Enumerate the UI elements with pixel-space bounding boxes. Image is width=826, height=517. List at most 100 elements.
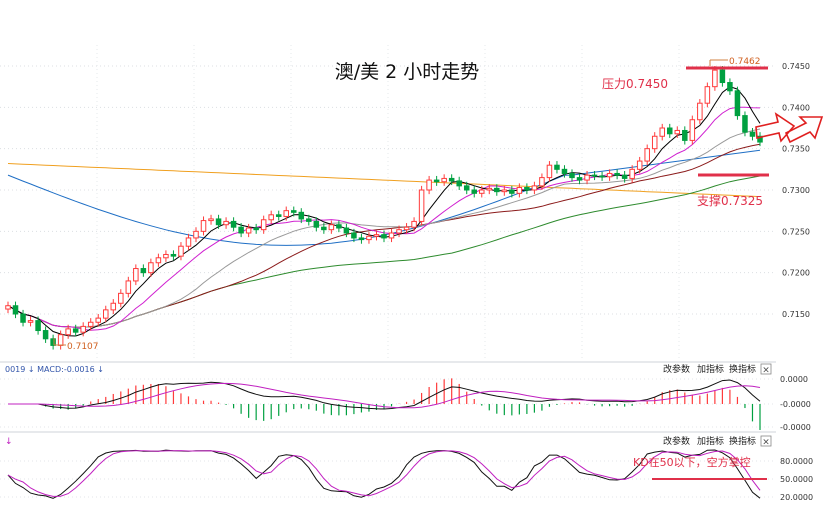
macd-close-glyph: × — [762, 366, 770, 376]
kd-close-glyph: × — [762, 438, 770, 448]
candle — [328, 220, 335, 234]
candle — [306, 214, 312, 226]
candle — [539, 173, 545, 190]
candle — [524, 183, 530, 195]
candle — [208, 214, 214, 225]
kd-change-params-button[interactable]: 改参数 — [663, 435, 690, 447]
candle — [238, 223, 244, 238]
candle — [614, 169, 620, 180]
candle — [20, 309, 26, 327]
candle — [72, 324, 79, 337]
candle — [418, 185, 425, 226]
resistance-label: 压力0.7450 — [602, 77, 668, 91]
kd-tick-50: 50.0000 — [780, 475, 813, 484]
candle — [125, 276, 132, 298]
candle — [80, 322, 86, 337]
candle — [486, 184, 493, 195]
candle — [351, 228, 357, 243]
low-marker-label: 0.7107 — [67, 342, 99, 352]
candle — [479, 185, 485, 198]
macd-tick-0: 0.0000 — [780, 375, 808, 384]
candle — [621, 170, 628, 183]
low-marker: 0.7107 — [53, 338, 99, 352]
candle — [373, 230, 380, 241]
candle — [749, 128, 756, 141]
candle — [554, 161, 560, 174]
ma-250-line — [7, 163, 761, 198]
kd-close-icon[interactable] — [760, 435, 772, 447]
candle — [501, 185, 508, 196]
candle — [494, 184, 500, 196]
candle — [87, 318, 94, 331]
main-price-axis: 0.7450 0.7400 0.7350 0.7300 0.7250 0.7200 0.71… — [782, 62, 810, 319]
candle — [712, 66, 718, 91]
macd-dea-line — [8, 382, 761, 409]
candle — [441, 174, 447, 186]
candle — [163, 250, 169, 262]
candle — [215, 214, 222, 229]
candle — [230, 217, 237, 232]
main-grid — [0, 45, 776, 360]
candle — [456, 176, 462, 190]
candle — [42, 326, 49, 343]
macd-tick-1: -0.0000 — [780, 400, 811, 409]
macd-close-icon[interactable] — [760, 363, 772, 375]
kd-d-line — [7, 450, 761, 497]
macd-toolbar: 改参数 加指标 换指标 × — [663, 363, 772, 376]
price-tick-label: 0.7300 — [782, 186, 810, 195]
candle — [223, 217, 229, 229]
candle — [584, 170, 590, 185]
candle — [12, 301, 19, 319]
candle — [471, 185, 477, 198]
candle — [704, 82, 711, 108]
candle — [644, 144, 650, 166]
candle — [118, 289, 124, 308]
price-tick-label: 0.7250 — [782, 227, 810, 236]
candle — [674, 126, 681, 138]
price-tick-label: 0.7450 — [782, 62, 810, 71]
candle — [140, 264, 147, 277]
candle — [313, 217, 320, 232]
candle — [742, 111, 748, 137]
candle — [268, 210, 274, 224]
candle — [569, 169, 575, 182]
candle — [651, 132, 658, 153]
candle — [110, 299, 117, 314]
high-marker: 0.7462 — [709, 57, 761, 67]
candle — [260, 215, 267, 234]
macd-add-indicator-button[interactable]: 加指标 — [697, 363, 724, 375]
macd-change-params-button[interactable]: 改参数 — [663, 363, 690, 375]
candle — [727, 78, 733, 95]
kd-tick-80: 80.0000 — [780, 457, 813, 466]
candle — [193, 227, 199, 243]
macd-grid — [0, 378, 776, 428]
macd-header: 0019 ↓ MACD:-0.0016 ↓ — [5, 365, 104, 374]
candle — [448, 174, 455, 186]
ma-20-line — [7, 128, 761, 328]
candle — [396, 225, 402, 238]
candle — [133, 264, 139, 286]
kd-grid — [0, 460, 776, 498]
candle — [697, 99, 703, 124]
candle — [275, 210, 282, 221]
macd-switch-indicator-button[interactable]: 换指标 — [729, 363, 756, 375]
trend-arrow-icon — [755, 112, 824, 144]
price-tick-label: 0.7400 — [782, 103, 810, 112]
chart-title: 澳/美 2 小时走势 — [335, 61, 480, 83]
candle — [336, 220, 342, 233]
candle — [185, 233, 192, 251]
kd-switch-indicator-button[interactable]: 换指标 — [729, 435, 756, 447]
candle — [561, 165, 568, 178]
kd-add-indicator-button[interactable]: 加指标 — [697, 435, 724, 447]
candle — [388, 228, 395, 243]
candle — [433, 175, 440, 186]
candle — [667, 123, 673, 138]
high-marker-label: 0.7462 — [729, 57, 761, 67]
candle — [403, 223, 410, 234]
candle — [606, 169, 613, 181]
candle — [659, 123, 665, 141]
macd-dif-line — [8, 379, 761, 410]
candle — [27, 316, 34, 327]
candle — [321, 223, 327, 234]
